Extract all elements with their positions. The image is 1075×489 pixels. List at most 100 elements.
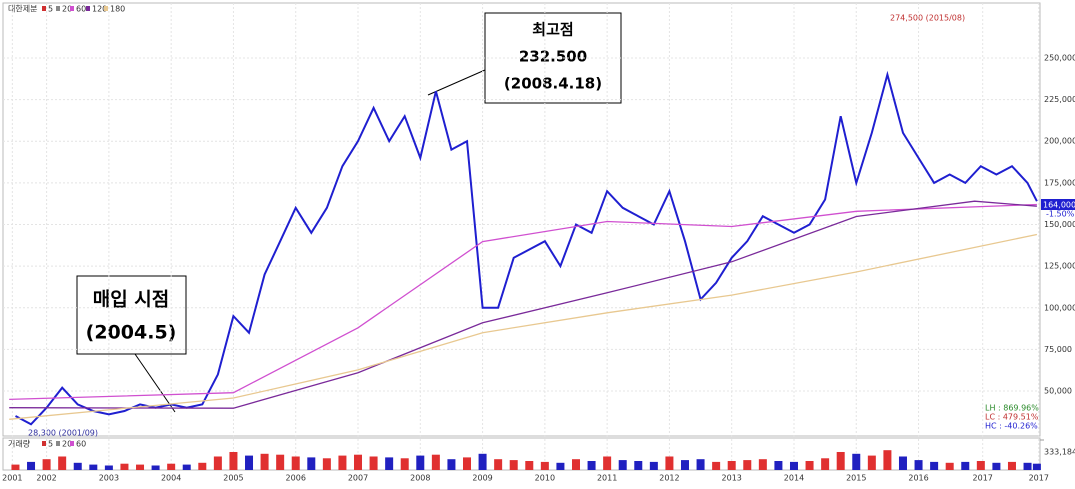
volume-bar (447, 459, 456, 470)
volume-bar (852, 453, 861, 470)
y-tick-label: 150,000 (1044, 220, 1075, 229)
volume-bar (883, 450, 892, 470)
volume-bar (712, 461, 721, 470)
series-line (9, 233, 1038, 420)
volume-bar (1023, 462, 1032, 470)
volume-bar (338, 455, 347, 470)
y-tick-label: 250,000 (1044, 53, 1075, 62)
x-tick-label: 2006 (286, 474, 306, 483)
volume-legend-label: 20 (62, 440, 72, 449)
x-tick-label: 2008 (410, 474, 430, 483)
volume-bar (930, 461, 939, 470)
volume-bar (291, 456, 300, 470)
legend-label: 5 (48, 5, 53, 14)
volume-bar (758, 459, 767, 470)
buy-label: 매입 시점 (93, 289, 170, 311)
volume-bar (260, 453, 269, 470)
y-tick-label: 125,000 (1044, 262, 1075, 271)
x-tick-label: 2004 (161, 474, 181, 483)
min-label: 28,300 (2001/09) (28, 429, 98, 438)
volume-bar (120, 463, 129, 470)
volume-bar (276, 454, 285, 470)
volume-bar (11, 464, 20, 470)
stock-name: 대한제분 (8, 5, 37, 14)
volume-bar (1032, 463, 1041, 470)
volume-bar (634, 460, 643, 470)
volume-bar (727, 460, 736, 470)
x-tick-label: 2009 (472, 474, 492, 483)
volume-bar (58, 456, 67, 470)
x-tick-label: 2011 (597, 474, 617, 483)
volume-bar (649, 461, 658, 470)
volume-bar (556, 462, 565, 470)
last-price-box (1041, 199, 1075, 210)
volume-bar (665, 456, 674, 470)
volume-bar (821, 458, 830, 470)
peak-label: 최고점 (532, 21, 573, 39)
volume-bar (369, 456, 378, 470)
volume-pane (2, 437, 1041, 471)
buy-box (76, 275, 187, 355)
volume-bar (618, 460, 627, 470)
volume-bar (104, 465, 113, 470)
volume-legend-swatch (42, 441, 46, 446)
x-tick-label: 2002 (36, 474, 56, 483)
series-line (9, 203, 1037, 401)
volume-bar (571, 459, 580, 470)
x-tick-label: 2005 (223, 474, 243, 483)
legend-swatch (86, 6, 90, 11)
legend-label: 180 (110, 5, 125, 14)
volume-legend-swatch (56, 441, 60, 446)
stat: LH : 869.96% (985, 404, 1039, 413)
legend-label: 20 (62, 5, 72, 14)
volume-bar (680, 460, 689, 470)
y-tick-label: 50,000 (1044, 387, 1072, 396)
peak-arrow (427, 69, 486, 96)
volume-bar (774, 460, 783, 470)
volume-bar (914, 460, 923, 470)
x-tick-label: 2007 (348, 474, 368, 483)
buy-arrow (134, 353, 176, 413)
volume-bar (743, 460, 752, 470)
x-tick-label: 2003 (99, 474, 119, 483)
volume-tick-label: 333,184 (1044, 448, 1075, 457)
volume-bar (945, 462, 954, 470)
x-tick-label: 2010 (535, 474, 555, 483)
volume-bar (463, 457, 472, 470)
volume-bar (182, 464, 191, 470)
volume-bar (416, 455, 425, 470)
volume-bar (307, 457, 316, 470)
x-tick-label: 2013 (722, 474, 742, 483)
stat: HC : -40.26% (985, 422, 1038, 431)
volume-bar (213, 456, 222, 470)
x-tick-label: 2015 (846, 474, 866, 483)
volume-bar (805, 460, 814, 470)
volume-bar (400, 458, 409, 470)
volume-bar (867, 455, 876, 470)
y-tick-label: 175,000 (1044, 178, 1075, 187)
volume-bar (245, 455, 254, 470)
legend-swatch (42, 6, 46, 11)
volume-bar (42, 459, 51, 470)
volume-title: 거래량 (8, 439, 31, 449)
volume-bar (431, 454, 440, 470)
volume-bar (354, 454, 363, 470)
peak-date: (2008.4.18) (504, 75, 602, 93)
volume-bar (789, 461, 798, 470)
volume-bar (603, 456, 612, 470)
legend-label: 60 (76, 5, 86, 14)
volume-bar (961, 461, 970, 470)
volume-bar (898, 456, 907, 470)
max-label: 274,500 (2015/08) (890, 14, 965, 23)
x-tick-label: 2016 (908, 474, 928, 483)
legend-swatch (104, 6, 108, 11)
last-price: 164,000 (1043, 201, 1075, 210)
volume-bar (89, 464, 98, 470)
volume-bar (525, 460, 534, 470)
volume-legend-label: 60 (76, 440, 86, 449)
series-line (9, 200, 1037, 409)
buy-date: (2004.5) (86, 322, 177, 344)
volume-legend-label: 5 (48, 440, 53, 449)
volume-bar (229, 451, 238, 470)
